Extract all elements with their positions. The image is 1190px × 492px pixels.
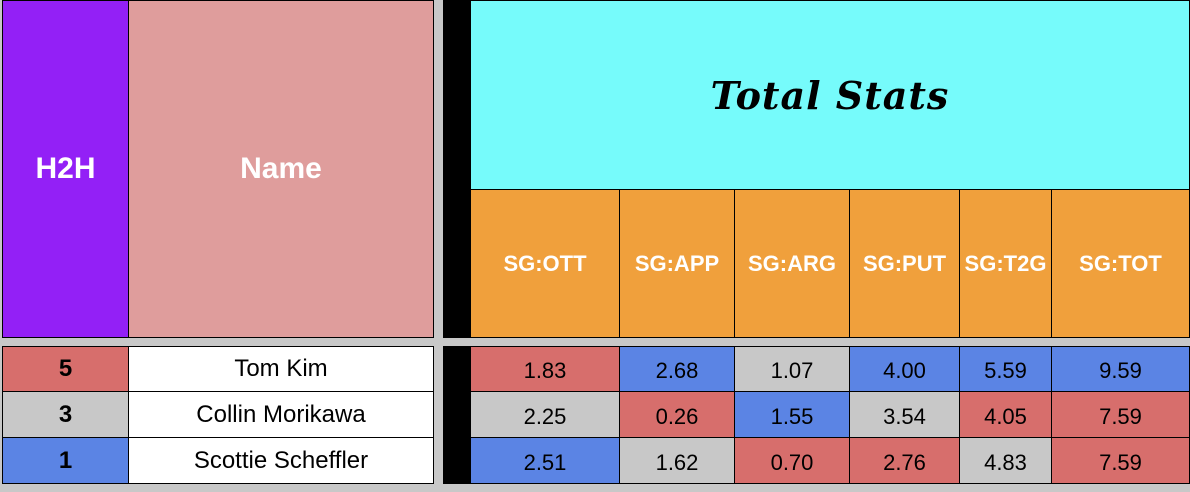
name-header: Name <box>128 0 434 338</box>
col-header-sg-app: SG:APP <box>619 189 735 338</box>
stat-cell: 1.83 <box>470 346 620 392</box>
stat-cell: 7.59 <box>1051 437 1190 484</box>
h2h-rank-cell: 5 <box>2 346 129 392</box>
h2h-header: H2H <box>2 0 129 338</box>
name-header-label: Name <box>240 152 322 185</box>
col-header-label: SG:ARG <box>748 250 836 276</box>
total-stats-title: Total Stats <box>470 0 1190 190</box>
col-header-sg-ott: SG:OTT <box>470 189 620 338</box>
stat-cell: 1.62 <box>619 437 735 484</box>
h2h-rank-cell: 3 <box>2 391 129 438</box>
col-header-sg-put: SG:PUT <box>849 189 960 338</box>
col-header-label: SG:TOT <box>1079 250 1162 276</box>
col-header-label: SG:OTT <box>503 250 587 276</box>
player-name-cell: Collin Morikawa <box>128 391 434 438</box>
col-header-label: SG:T2G <box>964 250 1047 276</box>
col-header-label: SG:APP <box>634 250 720 276</box>
stat-cell: 1.55 <box>734 391 850 438</box>
col-header-sg-tot: SG:TOT <box>1051 189 1190 338</box>
total-stats-title-label: Total Stats <box>710 72 950 118</box>
header-divider <box>443 0 471 338</box>
col-header-label: SG:PUT <box>862 250 947 276</box>
stat-cell: 4.05 <box>959 391 1052 438</box>
stat-cell: 3.54 <box>849 391 960 438</box>
player-name-cell: Tom Kim <box>128 346 434 392</box>
stat-cell: 5.59 <box>959 346 1052 392</box>
stat-cell: 2.51 <box>470 437 620 484</box>
stat-cell: 7.59 <box>1051 391 1190 438</box>
stat-cell: 1.07 <box>734 346 850 392</box>
h2h-rank-cell: 1 <box>2 437 129 484</box>
stat-cell: 0.26 <box>619 391 735 438</box>
col-header-sg-t2g: SG:T2G <box>959 189 1052 338</box>
stat-cell: 0.70 <box>734 437 850 484</box>
stat-cell: 2.68 <box>619 346 735 392</box>
stat-cell: 2.25 <box>470 391 620 438</box>
col-header-sg-arg: SG:ARG <box>734 189 850 338</box>
h2h-header-label: H2H <box>35 152 96 185</box>
stat-cell: 4.00 <box>849 346 960 392</box>
stat-cell: 4.83 <box>959 437 1052 484</box>
body-divider <box>443 346 471 484</box>
player-name-cell: Scottie Scheffler <box>128 437 434 484</box>
stat-cell: 2.76 <box>849 437 960 484</box>
stat-cell: 9.59 <box>1051 346 1190 392</box>
